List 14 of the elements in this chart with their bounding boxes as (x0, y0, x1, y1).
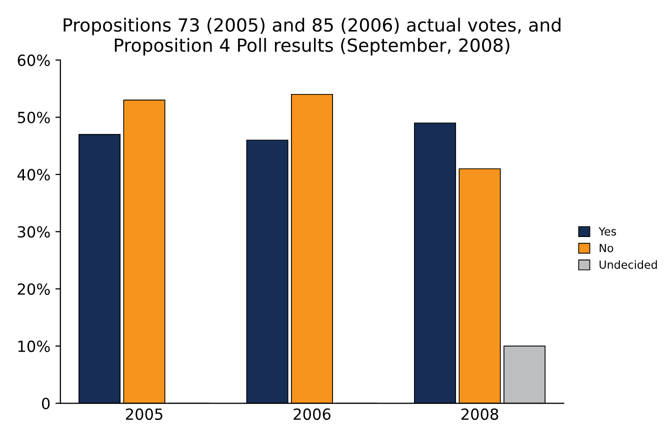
legend-label: Undecided (600, 260, 657, 269)
legend-label: Yes (598, 227, 616, 236)
y-tick-label: 40% (17, 168, 50, 180)
chart-title: Propositions 73 (2005) and 85 (2006) actual votes, and Proposition 4 Poll results (September, 2008) (64, 18, 560, 56)
y-tick-label: 0 (42, 398, 50, 410)
x-tick-label: 2006 (294, 408, 330, 420)
y-tick-label: 20% (18, 283, 50, 295)
x-tick-label: 2008 (461, 408, 498, 420)
x-tick-label: 2005 (126, 408, 162, 420)
y-tick-label: 50% (18, 112, 50, 124)
y-tick-label: 10% (18, 340, 50, 352)
y-tick-label: 60% (18, 54, 50, 66)
legend-label: No (600, 244, 614, 252)
y-tick-label: 30% (18, 226, 50, 238)
